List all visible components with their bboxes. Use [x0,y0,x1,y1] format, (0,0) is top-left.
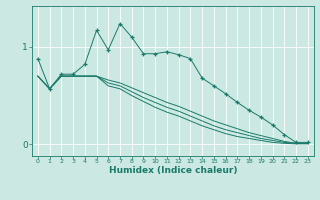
X-axis label: Humidex (Indice chaleur): Humidex (Indice chaleur) [108,166,237,175]
